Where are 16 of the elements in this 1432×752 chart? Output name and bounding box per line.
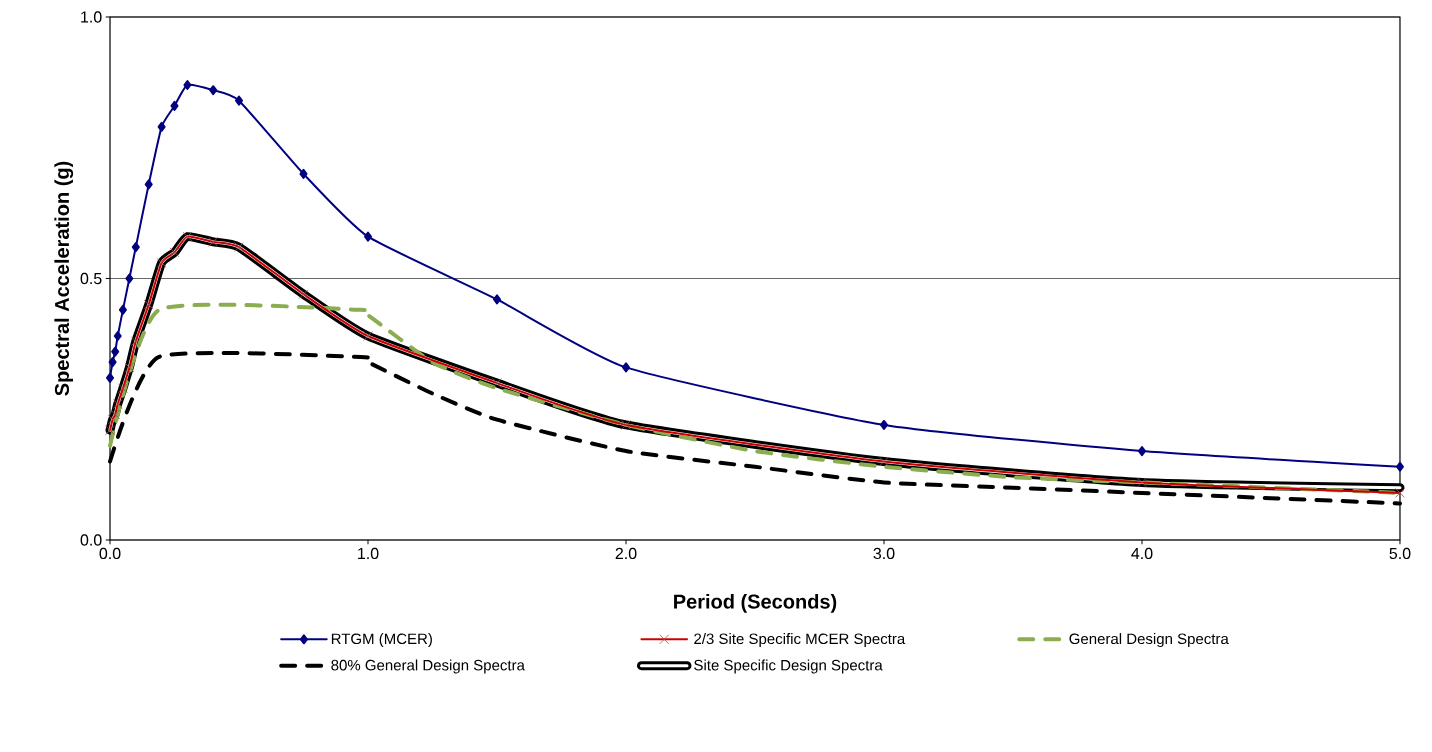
y-axis-title: Spectral Acceleration (g) [54,161,74,396]
x-tick-label: 5.0 [1389,547,1411,560]
legend-label: Site Specific Design Spectra [694,659,883,674]
x-tick-label: 0.0 [99,547,121,560]
x-tick-label: 3.0 [873,547,895,560]
legend-label: General Design Spectra [1069,633,1229,648]
y-tick-label: 0.5 [80,272,102,285]
x-tick-label: 1.0 [358,547,379,560]
legend-label: 80% General Design Spectra [331,659,525,674]
y-tick-label: 0.0 [80,534,102,546]
y-tick-label: 1.0 [81,11,102,23]
x-tick-label: 2.0 [615,547,637,560]
x-axis-title: Period (Seconds) [674,593,837,613]
legend-label: 2/3 Site Specific MCER Spectra [694,633,906,648]
legend-label: RTGM (MCER) [331,633,432,648]
x-tick-label: 4.0 [1131,547,1153,560]
